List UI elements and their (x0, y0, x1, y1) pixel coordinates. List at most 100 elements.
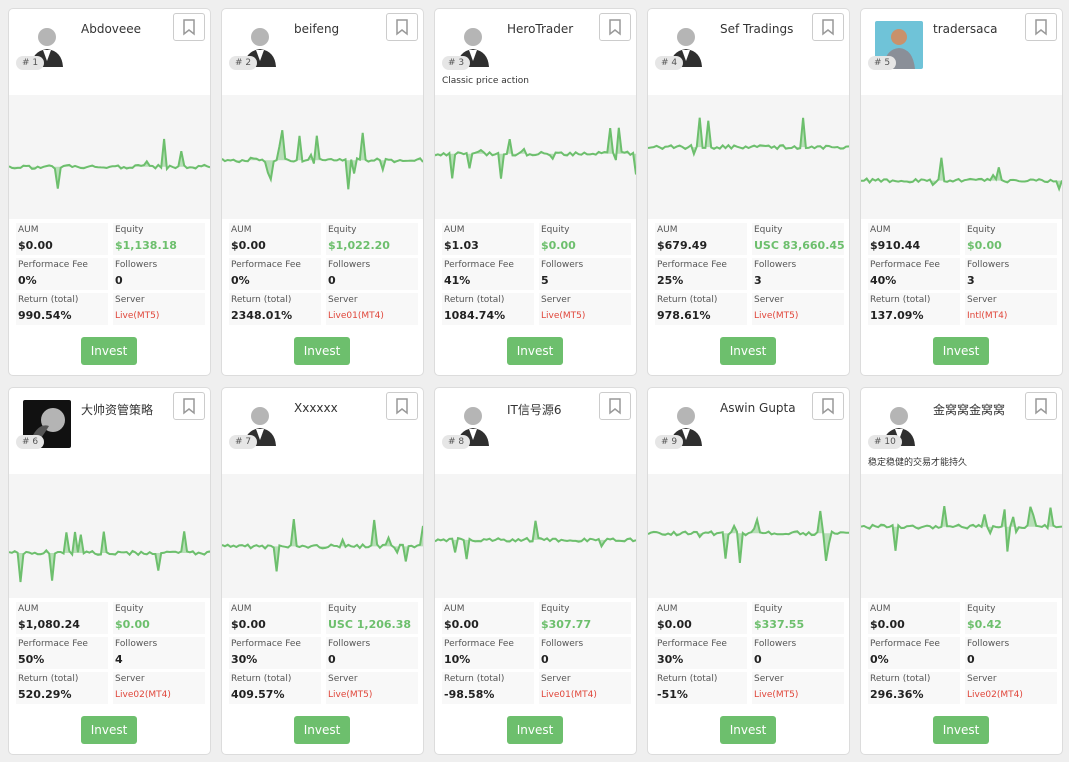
bookmark-button[interactable] (1025, 13, 1057, 41)
stat-value: $1,022.20 (328, 239, 390, 252)
stat-label: Performace Fee (870, 639, 940, 649)
equity-chart (648, 474, 849, 598)
stat-label: Server (541, 674, 571, 684)
stat-label: Followers (115, 260, 158, 270)
bookmark-button[interactable] (1025, 392, 1057, 420)
stat-value: $0.00 (231, 239, 266, 252)
sparkline (9, 531, 210, 583)
stat-aum: AUM $0.00 (442, 602, 534, 634)
stat-value: $1,138.18 (115, 239, 177, 252)
invest-button[interactable]: Invest (507, 337, 563, 365)
rank-badge: # 2 (229, 56, 258, 70)
bookmark-button[interactable] (173, 13, 205, 41)
stat-value: 0 (328, 653, 336, 666)
stat-server: Server Live(MT5) (752, 293, 844, 325)
sparkline (861, 157, 1062, 192)
stat-return: Return (total) 990.54% (16, 293, 108, 325)
stat-fee: Performace Fee 41% (442, 258, 534, 290)
trader-name: 金窝窝金窝窝 (933, 403, 1006, 417)
invest-button[interactable]: Invest (933, 337, 989, 365)
bookmark-button[interactable] (812, 13, 844, 41)
trader-name: tradersaca (933, 22, 998, 36)
bookmark-button[interactable] (173, 392, 205, 420)
bookmark-button[interactable] (812, 392, 844, 420)
invest-button[interactable]: Invest (81, 337, 137, 365)
equity-chart (9, 95, 210, 219)
stat-value: $337.55 (754, 618, 805, 631)
stat-label: Equity (754, 604, 783, 614)
stat-label: Server (328, 674, 358, 684)
stat-fee: Performace Fee 50% (16, 637, 108, 669)
trader-card: # 2 beifeng AUM $0.00 Equity $1,022.20 Perform… (221, 8, 424, 376)
sparkline (222, 130, 423, 190)
stat-label: Performace Fee (444, 639, 514, 649)
stat-label: AUM (657, 225, 678, 235)
bookmark-button[interactable] (599, 13, 631, 41)
invest-button[interactable]: Invest (294, 716, 350, 744)
stat-fee: Performace Fee 40% (868, 258, 960, 290)
equity-chart (222, 95, 423, 219)
stat-fee: Performace Fee 0% (229, 258, 321, 290)
stat-equity: Equity $1,138.18 (113, 223, 205, 255)
stat-label: Server (541, 295, 571, 305)
stat-label: Equity (328, 604, 357, 614)
stat-value: USC 83,660.45 (754, 239, 845, 252)
sparkline (222, 518, 423, 572)
stat-label: Followers (541, 260, 584, 270)
equity-chart (861, 95, 1062, 219)
stat-aum: AUM $0.00 (16, 223, 108, 255)
stat-value: 0 (328, 274, 336, 287)
equity-chart (648, 95, 849, 219)
stat-value: 0 (541, 653, 549, 666)
stat-equity: Equity $0.00 (965, 223, 1057, 255)
trader-card: # 10 金窝窝金窝窝 稳定稳健的交易才能持久 AUM $0.00 Equity $0.42… (860, 387, 1063, 755)
stat-label: Return (total) (444, 674, 505, 684)
bookmark-button[interactable] (386, 13, 418, 41)
stat-label: Performace Fee (657, 260, 727, 270)
stat-label: AUM (231, 225, 252, 235)
stat-equity: Equity $307.77 (539, 602, 631, 634)
stat-aum: AUM $0.00 (655, 602, 747, 634)
stat-server: Server Live(MT5) (326, 672, 418, 704)
invest-button[interactable]: Invest (720, 716, 776, 744)
bookmark-button[interactable] (386, 392, 418, 420)
trader-card: # 4 Sef Tradings AUM $679.49 Equity USC 83,66… (647, 8, 850, 376)
stat-value: 0 (115, 274, 123, 287)
sparkline (648, 510, 849, 563)
stat-value: 1084.74% (444, 309, 506, 322)
stat-label: Server (967, 295, 997, 305)
invest-button[interactable]: Invest (294, 337, 350, 365)
invest-button[interactable]: Invest (507, 716, 563, 744)
stat-fee: Performace Fee 25% (655, 258, 747, 290)
bookmark-icon (609, 19, 621, 36)
bookmark-button[interactable] (599, 392, 631, 420)
stat-label: Server (754, 295, 784, 305)
trader-name: beifeng (294, 22, 340, 36)
invest-button[interactable]: Invest (720, 337, 776, 365)
rank-badge: # 8 (442, 435, 471, 449)
stat-label: Server (115, 674, 145, 684)
stat-value: 30% (657, 653, 684, 666)
stat-label: Performace Fee (444, 260, 514, 270)
invest-button[interactable]: Invest (933, 716, 989, 744)
stat-label: AUM (231, 604, 252, 614)
stat-value: 3 (754, 274, 762, 287)
stat-value: 25% (657, 274, 684, 287)
stat-server: Server Live(MT5) (752, 672, 844, 704)
stat-label: Followers (754, 639, 797, 649)
equity-chart (435, 95, 636, 219)
stat-aum: AUM $1.03 (442, 223, 534, 255)
stat-label: Performace Fee (231, 260, 301, 270)
rank-badge: # 9 (655, 435, 684, 449)
stat-value: Live(MT5) (115, 311, 160, 321)
stat-value: 5 (541, 274, 549, 287)
stat-fee: Performace Fee 30% (655, 637, 747, 669)
equity-chart (9, 474, 210, 598)
stat-aum: AUM $910.44 (868, 223, 960, 255)
invest-button[interactable]: Invest (81, 716, 137, 744)
sparkline (435, 127, 636, 179)
stat-value: $0.00 (657, 618, 692, 631)
equity-chart (222, 474, 423, 598)
stat-value: 990.54% (18, 309, 72, 322)
stat-value: Live(MT5) (541, 311, 586, 321)
